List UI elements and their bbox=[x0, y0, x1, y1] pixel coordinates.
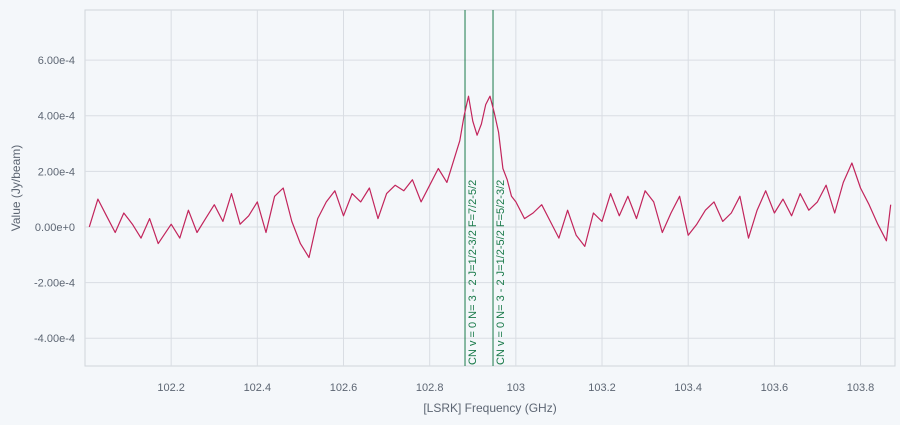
x-tick-label: 103 bbox=[507, 382, 525, 394]
x-axis-label: [LSRK] Frequency (GHz) bbox=[423, 401, 556, 415]
y-tick-label: 4.00e-4 bbox=[38, 111, 75, 123]
spectral-lines: CN v = 0 N= 3 - 2 J=1/2-3/2 F=7/2-5/2 CN … bbox=[464, 10, 507, 366]
y-axis-ticks: 6.00e-4 4.00e-4 2.00e-4 0.00e+0 -2.00e-4 -4.0… bbox=[34, 55, 75, 345]
y-tick-label: -4.00e-4 bbox=[34, 333, 75, 345]
plot-area bbox=[84, 9, 896, 367]
x-tick-label: 103.4 bbox=[674, 382, 702, 394]
y-tick-label: 6.00e-4 bbox=[38, 55, 75, 67]
x-tick-label: 103.6 bbox=[761, 382, 789, 394]
x-axis-ticks: 102.2 102.4 102.6 102.8 103 103.2 103.4 103.6 10… bbox=[157, 382, 874, 394]
x-tick-label: 102.4 bbox=[244, 382, 272, 394]
x-tick-label: 102.8 bbox=[416, 382, 444, 394]
y-tick-label: 0.00e+0 bbox=[35, 222, 75, 234]
x-tick-label: 103.8 bbox=[847, 382, 875, 394]
spectral-line-label: CN v = 0 N= 3 - 2 J=1/2-5/2 F=5/2-3/2 bbox=[495, 180, 507, 365]
y-tick-label: 2.00e-4 bbox=[38, 166, 75, 178]
x-tick-label: 102.6 bbox=[330, 382, 358, 394]
spectrum-series-line bbox=[88, 95, 892, 259]
spectral-line-label: CN v = 0 N= 3 - 2 J=1/2-3/2 F=7/2-5/2 bbox=[467, 180, 479, 365]
x-tick-label: 102.2 bbox=[157, 382, 185, 394]
grid bbox=[85, 10, 895, 366]
y-axis-label: Value (Jy/beam) bbox=[9, 145, 23, 231]
x-tick-label: 103.2 bbox=[588, 382, 616, 394]
series-layer bbox=[88, 95, 892, 259]
y-tick-label: -2.00e-4 bbox=[34, 278, 75, 290]
